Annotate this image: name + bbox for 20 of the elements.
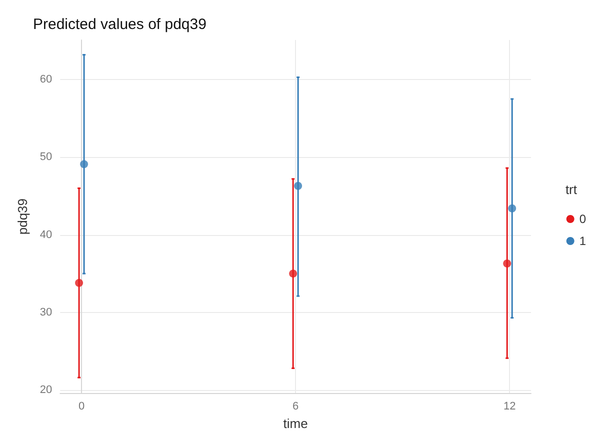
chart-title: Predicted values of pdq39 (33, 16, 206, 33)
y-tick-label: 30 (40, 306, 52, 318)
legend-title: trt (565, 182, 578, 197)
point (75, 278, 84, 287)
x-axis-title: time (283, 416, 308, 431)
point (294, 182, 302, 190)
y-tick-label: 60 (40, 74, 52, 86)
x-tick-label: 12 (503, 400, 516, 413)
y-tick-label: 50 (40, 151, 52, 164)
point (289, 270, 298, 278)
y-axis-title: pdq39 (15, 198, 30, 235)
x-tick-label: 6 (292, 400, 299, 413)
legend-label: 0 (579, 212, 586, 226)
point (508, 204, 516, 212)
legend-label: 1 (579, 234, 586, 248)
point (503, 260, 512, 268)
point (80, 160, 88, 168)
x-tick-label: 0 (78, 400, 85, 413)
y-tick-label: 20 (40, 384, 52, 396)
y-tick-label: 40 (40, 228, 52, 241)
